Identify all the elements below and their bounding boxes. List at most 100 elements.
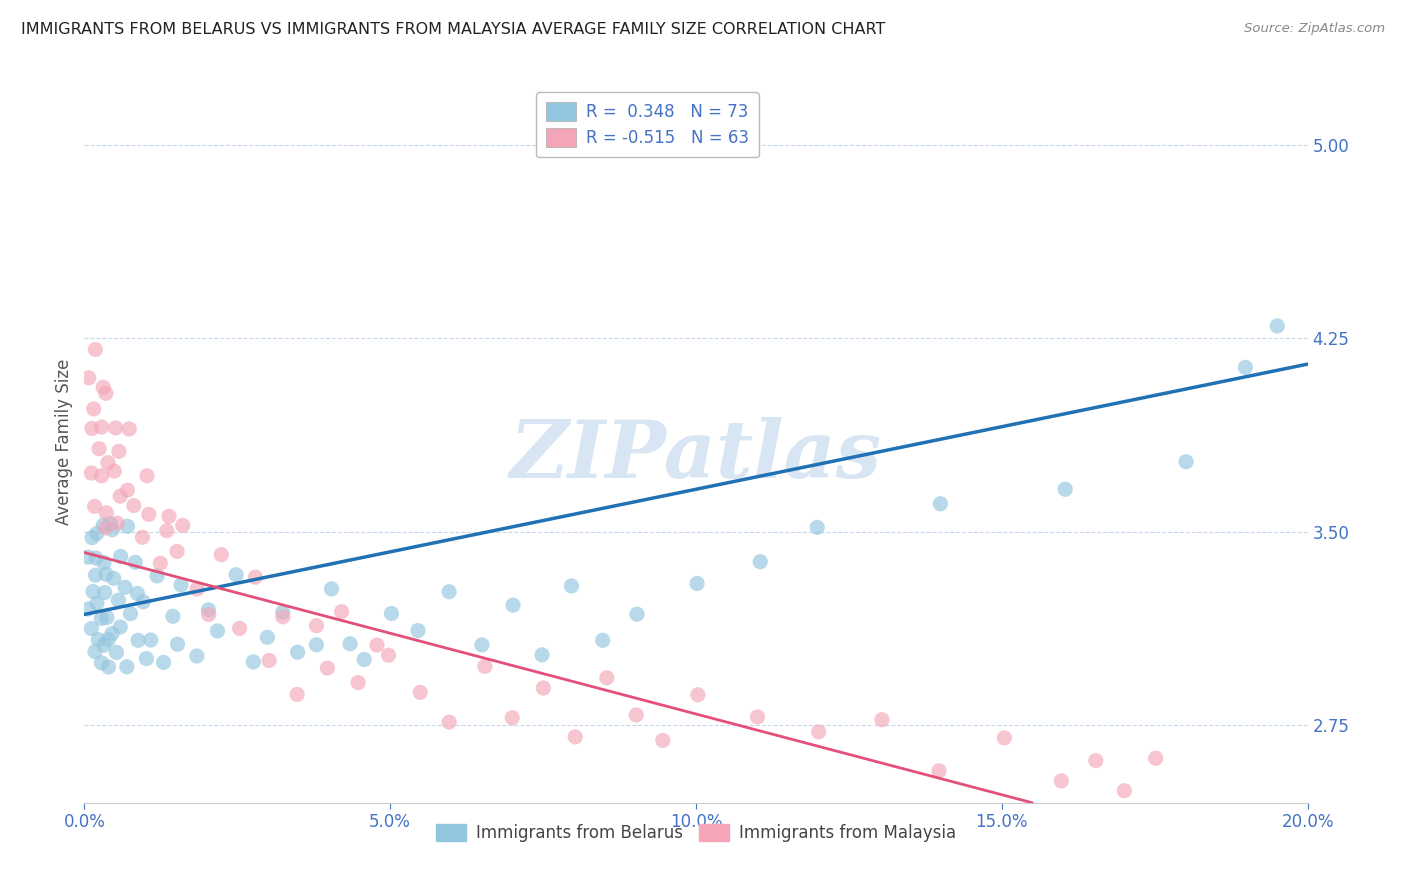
Point xyxy=(87,632,110,647)
Y-axis label: Average Family Size: Average Family Size xyxy=(55,359,73,524)
Point xyxy=(501,711,523,725)
Point xyxy=(103,571,125,585)
Point xyxy=(110,620,132,634)
Point xyxy=(114,580,136,594)
Point xyxy=(122,499,145,513)
Point xyxy=(170,578,193,592)
Point xyxy=(366,638,388,652)
Point xyxy=(80,466,103,480)
Point xyxy=(651,733,673,747)
Point xyxy=(107,593,129,607)
Point xyxy=(437,584,460,599)
Point xyxy=(115,660,138,674)
Point xyxy=(90,656,112,670)
Point xyxy=(172,518,194,533)
Point xyxy=(110,549,132,564)
Point xyxy=(132,595,155,609)
Point xyxy=(1084,754,1107,768)
Point xyxy=(1054,482,1077,496)
Point xyxy=(749,555,772,569)
Point xyxy=(139,633,162,648)
Point xyxy=(87,442,110,456)
Point xyxy=(870,713,893,727)
Point xyxy=(409,685,432,699)
Point xyxy=(93,556,115,570)
Point xyxy=(1265,318,1288,333)
Point xyxy=(1144,751,1167,765)
Point xyxy=(117,519,139,533)
Point xyxy=(77,602,100,616)
Point xyxy=(108,489,131,503)
Point xyxy=(97,456,120,470)
Point xyxy=(186,582,208,596)
Point xyxy=(257,653,280,667)
Point xyxy=(271,605,294,619)
Point xyxy=(380,607,402,621)
Point xyxy=(747,710,769,724)
Point xyxy=(228,621,250,635)
Point xyxy=(120,607,142,621)
Point xyxy=(98,516,121,531)
Point xyxy=(993,731,1015,745)
Point xyxy=(80,531,103,545)
Point xyxy=(316,661,339,675)
Point xyxy=(118,422,141,436)
Text: Source: ZipAtlas.com: Source: ZipAtlas.com xyxy=(1244,22,1385,36)
Point xyxy=(245,570,267,584)
Point xyxy=(564,730,586,744)
Point xyxy=(197,603,219,617)
Point xyxy=(86,596,108,610)
Point xyxy=(1175,455,1198,469)
Point xyxy=(94,567,117,582)
Point xyxy=(104,421,127,435)
Point xyxy=(502,598,524,612)
Point xyxy=(97,660,120,674)
Point xyxy=(96,610,118,624)
Point xyxy=(929,497,952,511)
Point xyxy=(105,516,128,531)
Point xyxy=(166,637,188,651)
Point xyxy=(117,483,139,497)
Point xyxy=(94,386,117,401)
Point xyxy=(84,551,107,566)
Point xyxy=(80,622,103,636)
Point xyxy=(162,609,184,624)
Point xyxy=(285,687,308,701)
Point xyxy=(339,637,361,651)
Point xyxy=(474,659,496,673)
Point xyxy=(225,567,247,582)
Point xyxy=(806,520,828,534)
Point xyxy=(152,656,174,670)
Point xyxy=(77,371,100,385)
Point xyxy=(626,607,648,622)
Point xyxy=(560,579,582,593)
Point xyxy=(97,632,120,647)
Text: ZIPatlas: ZIPatlas xyxy=(510,417,882,495)
Point xyxy=(86,526,108,541)
Point xyxy=(146,569,169,583)
Point xyxy=(83,401,105,416)
Point xyxy=(90,420,112,434)
Point xyxy=(90,611,112,625)
Point xyxy=(209,548,232,562)
Point xyxy=(156,524,179,538)
Point xyxy=(271,610,294,624)
Point xyxy=(91,518,114,533)
Point xyxy=(305,638,328,652)
Point xyxy=(127,633,149,648)
Point xyxy=(321,582,343,596)
Point xyxy=(101,626,124,640)
Point xyxy=(84,343,107,357)
Point xyxy=(531,681,554,695)
Point xyxy=(686,688,709,702)
Point xyxy=(94,521,117,535)
Point xyxy=(928,764,950,778)
Point xyxy=(93,638,115,652)
Point xyxy=(437,714,460,729)
Point xyxy=(1114,783,1136,797)
Point xyxy=(157,509,180,524)
Point xyxy=(84,568,107,582)
Legend: Immigrants from Belarus, Immigrants from Malaysia: Immigrants from Belarus, Immigrants from… xyxy=(429,817,963,848)
Point xyxy=(596,671,619,685)
Point xyxy=(330,605,353,619)
